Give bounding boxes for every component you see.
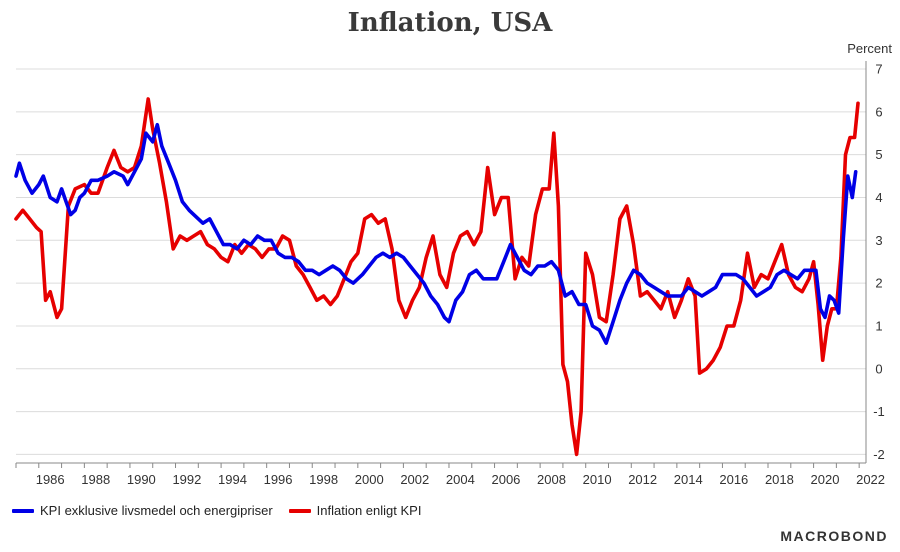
x-tick-label: 2012 bbox=[628, 472, 657, 487]
x-tick-label: 2004 bbox=[446, 472, 475, 487]
x-tick-label: 1990 bbox=[127, 472, 156, 487]
legend-item-core-cpi[interactable]: KPI exklusive livsmedel och energipriser bbox=[12, 503, 273, 518]
x-tick-label: 1988 bbox=[81, 472, 110, 487]
y-tick-label: 3 bbox=[875, 233, 882, 248]
series-line-cpi[interactable] bbox=[14, 97, 860, 457]
x-tick-label: 1996 bbox=[264, 472, 293, 487]
x-tick-label: 2016 bbox=[719, 472, 748, 487]
legend-label-cpi: Inflation enligt KPI bbox=[316, 503, 422, 518]
legend-label-core-cpi: KPI exklusive livsmedel och energipriser bbox=[40, 503, 273, 518]
y-axis-unit-label: Percent bbox=[847, 41, 892, 56]
y-tick-label: 0 bbox=[875, 361, 882, 376]
x-tick-label: 2020 bbox=[811, 472, 840, 487]
legend-item-cpi[interactable]: Inflation enligt KPI bbox=[288, 503, 422, 518]
y-tick-label: 1 bbox=[875, 318, 882, 333]
x-tick-label: 2014 bbox=[674, 472, 703, 487]
x-tick-label: 2008 bbox=[537, 472, 566, 487]
x-tick-label: 1986 bbox=[36, 472, 65, 487]
x-tick-label: 2002 bbox=[400, 472, 429, 487]
x-tick-label: 1998 bbox=[309, 472, 338, 487]
x-tick-label: 1994 bbox=[218, 472, 247, 487]
x-tick-label: 2006 bbox=[491, 472, 520, 487]
y-tick-label: -1 bbox=[873, 404, 885, 419]
legend: KPI exklusive livsmedel och energipriser… bbox=[12, 503, 421, 518]
y-tick-label: 7 bbox=[875, 62, 882, 77]
legend-swatch-core-cpi bbox=[12, 508, 34, 513]
x-tick-label: 2022 bbox=[856, 472, 885, 487]
legend-swatch-cpi bbox=[288, 508, 311, 513]
axis-layer: -2 -1 0 1 2 3 4 5 6 7 1986 1988 1990 1992 1994 1996 1998… bbox=[15, 61, 885, 487]
x-tick-label: 2000 bbox=[355, 472, 384, 487]
y-tick-label: -2 bbox=[873, 447, 885, 462]
chart-title: Inflation, USA bbox=[347, 8, 553, 38]
y-tick-label: 6 bbox=[875, 104, 882, 119]
x-tick-label: 2010 bbox=[583, 472, 612, 487]
x-tick-label: 2018 bbox=[765, 472, 794, 487]
y-tick-label: 4 bbox=[875, 190, 882, 205]
x-tick-label: 1992 bbox=[172, 472, 201, 487]
y-tick-label: 5 bbox=[875, 147, 882, 162]
y-tick-label: 2 bbox=[875, 276, 882, 291]
grid-layer bbox=[16, 68, 866, 455]
series-line-core-cpi[interactable] bbox=[14, 122, 858, 345]
series-layer bbox=[14, 97, 860, 457]
macrobond-logo: MACROBOND bbox=[780, 528, 888, 544]
